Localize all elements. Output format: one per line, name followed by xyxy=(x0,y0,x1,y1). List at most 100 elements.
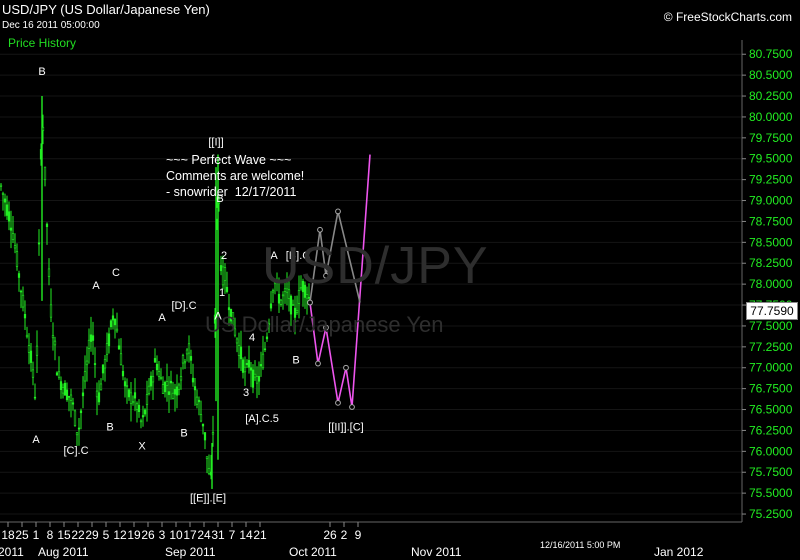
candle-body xyxy=(123,381,127,387)
x-month-label: Aug 2011 xyxy=(38,545,89,559)
projection-point xyxy=(335,208,341,215)
candle-body xyxy=(31,369,35,378)
wave-label: B xyxy=(180,427,187,439)
projection-point xyxy=(315,360,321,367)
candle-body xyxy=(281,294,285,297)
wave-label: B xyxy=(216,193,223,205)
projection-point xyxy=(335,399,341,406)
wave-label: A xyxy=(158,312,166,324)
candle-body xyxy=(67,395,71,398)
x-tick-label: 29 xyxy=(85,528,99,542)
wave-label: B xyxy=(38,66,45,78)
candle-body xyxy=(233,328,237,336)
candle-body xyxy=(183,361,187,364)
candle-body xyxy=(19,290,23,293)
candle-body xyxy=(153,358,157,363)
x-tick-label: 9 xyxy=(355,528,362,542)
candle-body xyxy=(245,363,249,365)
candle-body xyxy=(33,396,37,399)
candle-body xyxy=(129,392,133,405)
candle-body xyxy=(135,403,139,410)
x-tick-label: 25 xyxy=(15,528,29,542)
candle-body xyxy=(51,335,55,339)
y-tick-label: 79.5000 xyxy=(749,152,793,166)
candle-body xyxy=(289,295,293,315)
wave-label: A xyxy=(32,434,40,446)
candle-body xyxy=(305,294,309,299)
y-tick-label: 77.5000 xyxy=(749,319,793,333)
candle-body xyxy=(247,360,251,368)
candle-body xyxy=(49,304,53,318)
wave-label: [[II]].[C] xyxy=(328,421,363,433)
candle-body xyxy=(99,383,103,391)
candle-body xyxy=(199,414,203,422)
wave-label: A xyxy=(92,280,100,292)
y-tick-label: 78.7500 xyxy=(749,214,793,228)
candle-body xyxy=(283,288,287,293)
y-tick-label: 78.2500 xyxy=(749,256,793,270)
candle-body xyxy=(63,382,67,396)
y-tick-label: 79.7500 xyxy=(749,131,793,145)
candle-body xyxy=(141,415,145,418)
candle-body xyxy=(89,334,93,342)
chart-title: USD/JPY (US Dollar/Japanese Yen) xyxy=(2,2,210,17)
x-month-label: Sep 2011 xyxy=(165,545,216,559)
last-price-badge: 77.7590 xyxy=(746,302,798,320)
projection-point xyxy=(317,226,323,233)
x-tick-label: 24 xyxy=(197,528,211,542)
candle-body xyxy=(211,432,215,435)
candle-body xyxy=(227,307,231,311)
candle-body xyxy=(107,333,111,347)
candle-body xyxy=(75,432,79,436)
candle-body xyxy=(263,348,267,351)
candle-body xyxy=(133,392,137,399)
x-tick-label: 21 xyxy=(253,528,267,542)
wave-label: B xyxy=(106,421,113,433)
x-tick-label: 26 xyxy=(323,528,337,542)
candle-body xyxy=(235,338,239,344)
y-tick-label: 77.0000 xyxy=(749,361,793,375)
candle-body xyxy=(193,386,197,391)
x-tick-label: 7 xyxy=(229,528,236,542)
y-tick-label: 75.5000 xyxy=(749,486,793,500)
y-tick-label: 75.2500 xyxy=(749,507,793,521)
candle-body xyxy=(201,423,205,427)
x-month-label: 2011 xyxy=(0,545,24,559)
x-month-label: Oct 2011 xyxy=(289,545,337,559)
candle-body xyxy=(251,369,255,388)
x-tick-label: 5 xyxy=(103,528,110,542)
x-tick-label: 12 xyxy=(113,528,127,542)
candle-body xyxy=(293,307,297,318)
candle-body xyxy=(79,410,83,414)
x-tick-label: 31 xyxy=(211,528,225,542)
candle-body xyxy=(101,364,105,374)
candle-body xyxy=(37,242,41,245)
candle-body xyxy=(43,166,47,181)
annotation-note: ~~~ Perfect Wave ~~~ Comments are welcom… xyxy=(166,152,304,200)
candle-body xyxy=(85,360,89,366)
wave-label: [B].C xyxy=(286,250,311,262)
candle-body xyxy=(27,345,31,353)
wave-label: C xyxy=(112,267,120,279)
candle-body xyxy=(265,336,269,340)
candle-body xyxy=(71,402,75,405)
wave-label: 4 xyxy=(249,332,255,344)
candle-body xyxy=(243,366,247,373)
annotation-line: ~~~ Perfect Wave ~~~ xyxy=(166,153,292,167)
candle-body xyxy=(205,456,209,459)
candle-body xyxy=(255,376,259,384)
candle-body xyxy=(259,364,263,367)
brand-link[interactable]: © FreeStockCharts.com xyxy=(663,10,792,24)
candle-body xyxy=(267,323,271,325)
wave-label: X xyxy=(138,441,146,453)
candle-body xyxy=(17,273,21,278)
candle-body xyxy=(191,377,195,383)
wave-label: 1 xyxy=(219,287,225,299)
x-tick-label: 8 xyxy=(47,528,54,542)
price-history-label[interactable]: Price History xyxy=(8,36,77,50)
chart-datetime: Dec 16 2011 05:00:00 xyxy=(2,20,100,31)
y-tick-label: 80.2500 xyxy=(749,89,793,103)
candle-body xyxy=(97,392,101,403)
x-tick-label: 22 xyxy=(71,528,85,542)
